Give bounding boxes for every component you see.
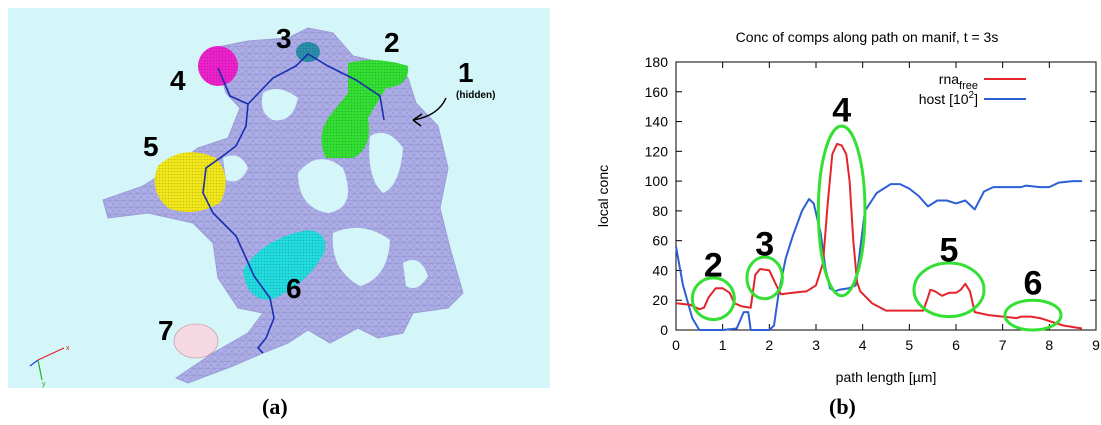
x-tick-label: 8 [1045,337,1053,353]
path-line [202,67,275,354]
chart-panel: Conc of comps along path on manif, t = 3… [560,8,1100,388]
x-tick-label: 9 [1092,337,1100,353]
y-axis: 0 20 40 60 80 100 120 140 160 180 [645,54,1096,338]
label-4: 4 [170,65,186,96]
mesh-render-panel: 1 (hidden) 2 3 4 5 6 7 x y [8,8,550,388]
label-1: 1 [458,57,474,88]
compartment-4 [198,46,238,86]
legend-label-rna: rnafree [939,71,978,92]
arrowhead-1 [412,113,423,127]
x-tick-label: 4 [859,337,867,353]
legend: rnafree host [102] [919,71,1026,107]
svg-text:x: x [66,345,70,352]
label-7: 7 [158,315,174,346]
y-tick-label: 180 [645,54,669,70]
caption-b: (b) [829,394,856,419]
annotation-label-2: 2 [704,246,723,284]
axis-triad: x y [29,345,70,388]
y-tick-label: 20 [652,292,668,308]
membrane-hole [261,89,298,121]
annotation-label-6: 6 [1024,264,1043,302]
path-branch [247,52,385,121]
label-1-annotation: (hidden) [456,90,495,101]
compartment-6 [243,230,326,300]
annotation-ellipse-2 [690,276,736,322]
arrow-to-1 [412,97,447,121]
x-axis-label: path length [µm] [836,369,937,385]
annotation-label-3: 3 [755,226,774,264]
y-tick-label: 0 [660,322,668,338]
y-tick-label: 100 [645,173,669,189]
membrane-hole [298,159,348,213]
chart-title: Conc of comps along path on manif, t = 3… [736,29,999,45]
compartment-2 [321,60,409,158]
x-tick-label: 0 [672,337,680,353]
series-line-host [675,180,1082,331]
caption-a: (a) [262,394,288,419]
annotation-label-5: 5 [940,232,959,270]
membrane-surface [102,27,464,384]
label-5: 5 [143,131,159,162]
annotation-layer: 23 4 5 6 [690,92,1063,332]
y-tick-label: 140 [645,114,669,130]
x-tick-label: 2 [765,337,773,353]
plot-frame [675,61,1097,331]
x-tick-label: 3 [812,337,820,353]
label-2: 2 [384,27,400,58]
label-6: 6 [286,273,302,304]
annotation-ellipse-3 [745,255,784,301]
y-tick-label: 160 [645,84,669,100]
annotation-ellipse-5 [912,261,986,319]
membrane-hole [223,155,248,182]
x-tick-label: 1 [719,337,727,353]
y-tick-label: 120 [645,143,669,159]
x-tick-label: 6 [952,337,960,353]
membrane-hole [332,227,390,286]
legend-label-host: host [102] [919,90,978,107]
annotation-ellipse-6 [1003,298,1063,332]
annotation-label-4: 4 [832,92,851,130]
mesh-render: 1 (hidden) 2 3 4 5 6 7 x y [8,8,550,388]
membrane-hole [369,132,403,193]
y-tick-label: 40 [652,262,668,278]
annotation-ellipse-4 [816,124,867,298]
x-tick-label: 5 [905,337,913,353]
conc-chart: Conc of comps along path on manif, t = 3… [595,29,1100,385]
y-tick-label: 80 [652,203,668,219]
y-axis-label: local conc [595,165,611,227]
svg-text:y: y [42,381,46,388]
x-tick-label: 7 [999,337,1007,353]
membrane-hole [403,259,428,289]
y-tick-label: 60 [652,233,668,249]
label-3: 3 [276,23,292,54]
compartment-7 [173,323,219,359]
